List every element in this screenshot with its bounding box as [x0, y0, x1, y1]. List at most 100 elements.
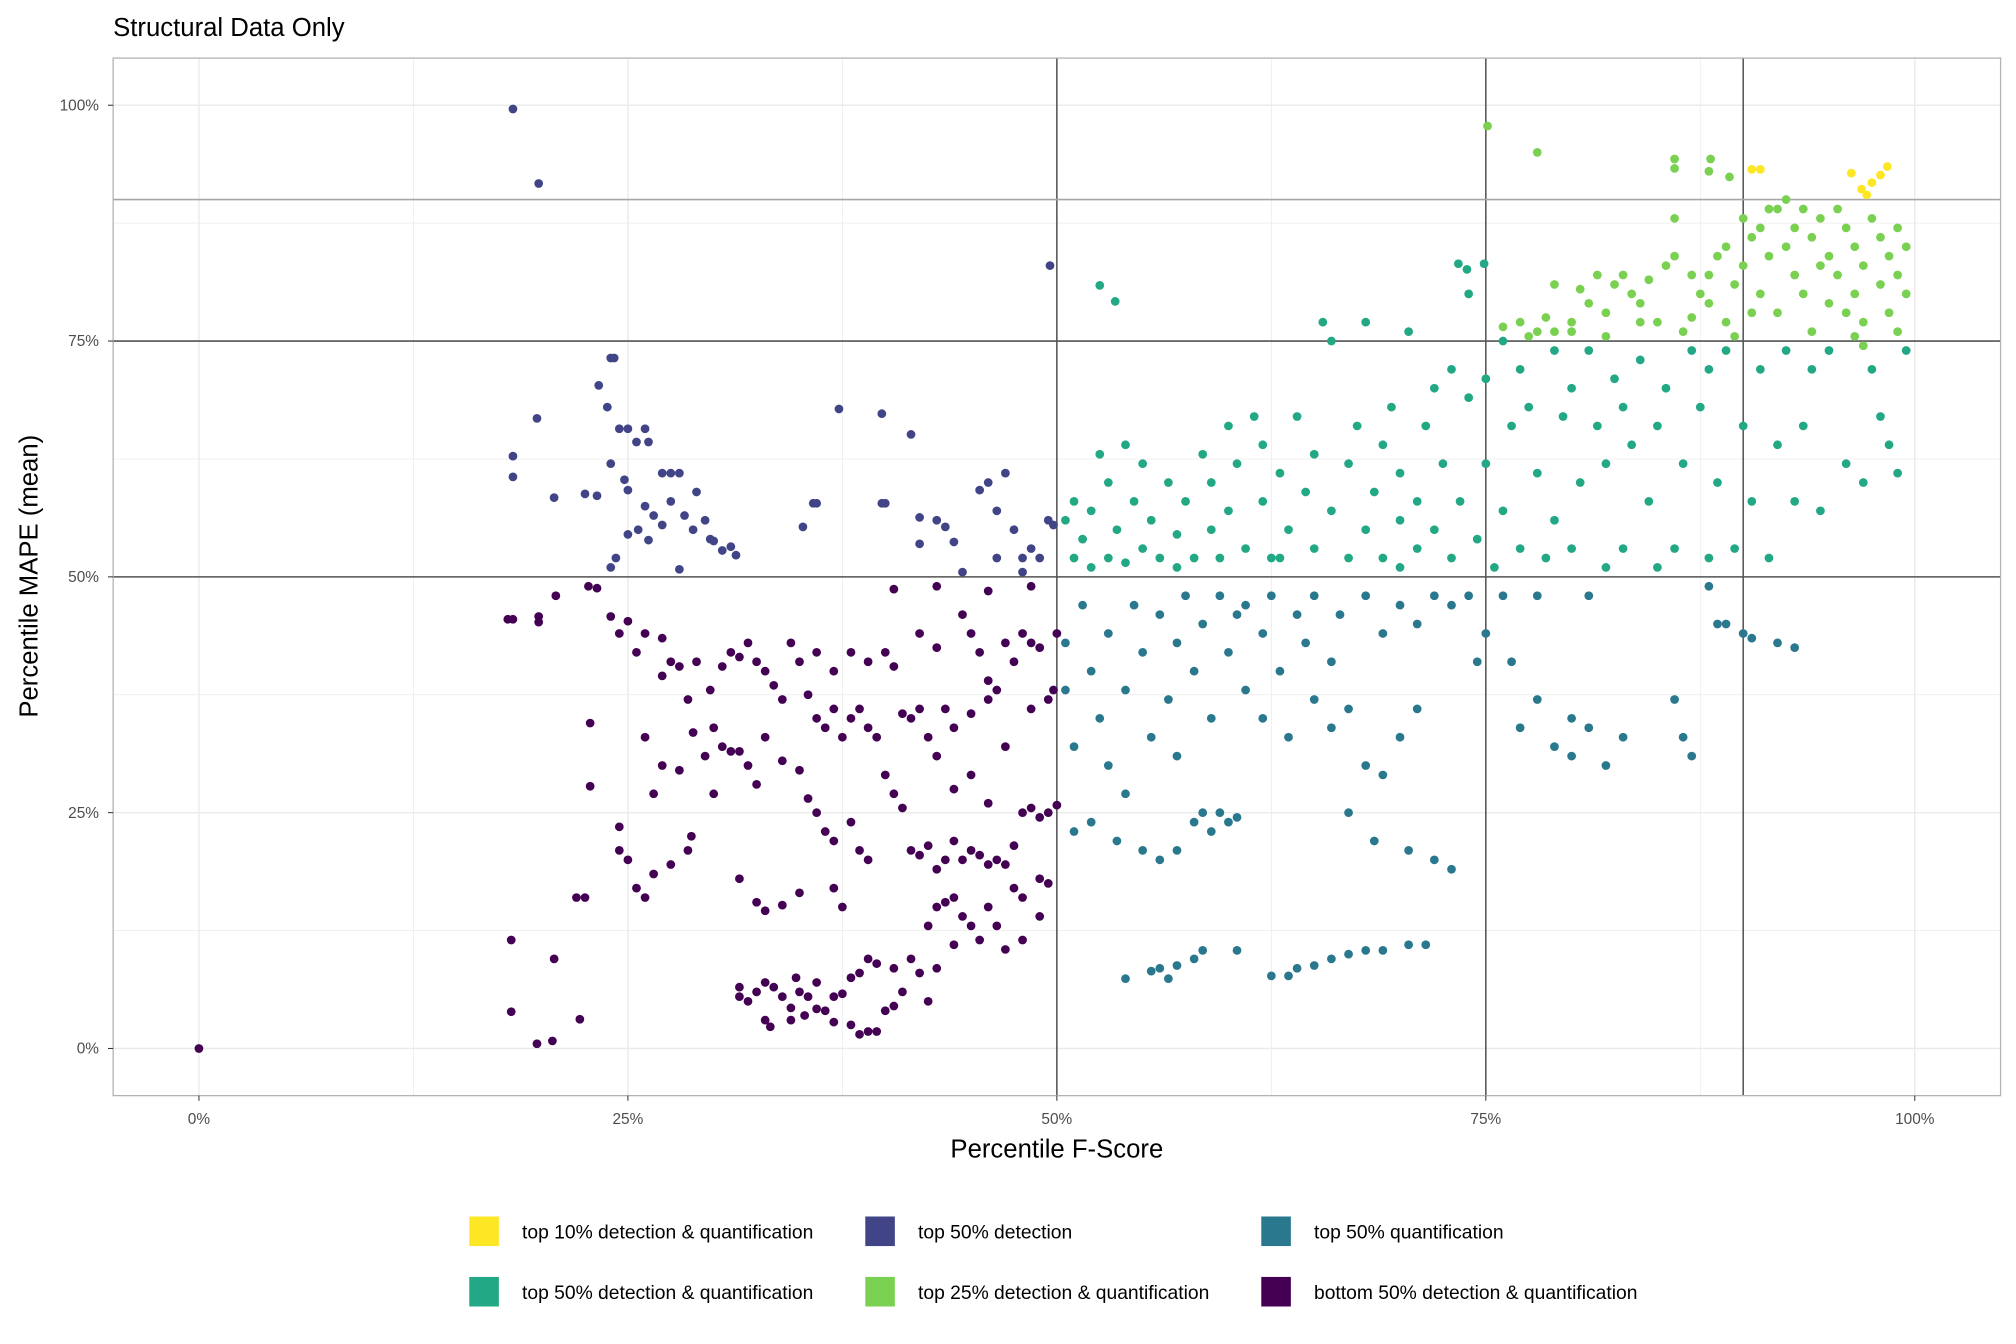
data-point — [632, 437, 641, 447]
data-point — [1095, 713, 1105, 723]
data-point — [1001, 468, 1010, 478]
data-point — [1378, 770, 1388, 780]
data-point — [1009, 525, 1019, 535]
reference-lines — [113, 58, 2001, 1096]
data-point — [534, 179, 544, 188]
data-point — [898, 709, 907, 718]
data-point — [1567, 317, 1576, 327]
data-point — [1857, 184, 1866, 194]
data-point — [1258, 629, 1268, 638]
data-point — [1453, 259, 1463, 269]
x-tick-label: 75% — [1470, 1111, 1501, 1128]
data-point — [532, 414, 542, 423]
data-point — [958, 855, 967, 865]
data-point — [838, 989, 847, 999]
data-point — [872, 1027, 882, 1036]
data-point — [735, 982, 744, 992]
data-point — [786, 1015, 796, 1025]
data-point — [1138, 846, 1148, 855]
data-point — [1146, 732, 1156, 742]
data-point — [1481, 459, 1491, 469]
data-point — [1241, 685, 1250, 695]
data-point — [632, 883, 641, 893]
data-point — [1858, 341, 1868, 351]
data-point — [1327, 506, 1336, 516]
data-point — [1773, 308, 1782, 318]
data-point — [1215, 553, 1225, 563]
data-point — [1189, 553, 1199, 563]
data-point — [1344, 704, 1353, 714]
data-point — [1550, 346, 1559, 355]
data-point — [1121, 558, 1130, 568]
data-point — [1129, 497, 1139, 506]
data-point — [1404, 940, 1413, 950]
data-point — [915, 539, 924, 549]
data-point — [975, 647, 985, 657]
data-point — [1275, 553, 1285, 563]
data-point — [1833, 204, 1842, 214]
data-point — [1284, 525, 1293, 535]
data-point — [551, 591, 561, 601]
data-point — [1138, 647, 1148, 657]
data-point — [1215, 808, 1225, 818]
legend-label: top 50% detection — [918, 1222, 1072, 1243]
series-3 — [1061, 259, 1911, 572]
data-point — [1172, 846, 1182, 855]
data-point — [1816, 214, 1825, 223]
data-point — [1086, 506, 1096, 516]
data-point — [1653, 563, 1662, 572]
data-point — [575, 1014, 585, 1024]
data-point — [1009, 883, 1019, 893]
data-point — [1232, 946, 1242, 955]
data-point — [717, 546, 727, 555]
data-points — [194, 104, 1911, 1053]
data-point — [1078, 534, 1087, 544]
data-point — [1858, 317, 1868, 327]
data-point — [1532, 591, 1542, 601]
data-point — [949, 723, 959, 733]
data-point — [194, 1044, 204, 1053]
data-point — [752, 897, 761, 907]
data-point — [620, 475, 629, 485]
data-point — [760, 1015, 770, 1025]
data-point — [752, 987, 761, 997]
data-point — [1730, 331, 1739, 341]
data-point — [1001, 742, 1010, 752]
data-point — [508, 451, 518, 461]
data-point — [1045, 261, 1055, 270]
data-point — [1747, 165, 1757, 174]
data-point — [983, 695, 993, 704]
data-point — [803, 794, 813, 803]
data-point — [1455, 497, 1465, 506]
data-point — [606, 459, 616, 469]
data-point — [829, 836, 839, 846]
data-point — [1627, 289, 1637, 299]
data-point — [1610, 280, 1619, 289]
data-point — [1361, 946, 1371, 955]
data-point — [1893, 468, 1902, 478]
x-tick-label: 25% — [612, 1111, 643, 1128]
data-point — [1773, 638, 1782, 648]
data-point — [1369, 836, 1379, 846]
series-5 — [1747, 162, 1892, 200]
data-point — [992, 506, 1002, 516]
data-point — [795, 987, 804, 997]
data-point — [1635, 317, 1645, 327]
data-point — [855, 1029, 864, 1039]
data-point — [992, 685, 1002, 695]
data-point — [812, 713, 822, 723]
data-point — [1121, 789, 1130, 799]
data-point — [872, 732, 882, 742]
data-point — [623, 616, 633, 626]
data-point — [1479, 259, 1489, 269]
x-tick-label: 100% — [1895, 1111, 1935, 1128]
data-point — [675, 662, 684, 671]
data-point — [795, 765, 804, 775]
data-point — [1069, 742, 1079, 752]
data-point — [1798, 421, 1808, 431]
data-point — [923, 841, 933, 851]
series-4 — [1483, 121, 1911, 351]
data-point — [602, 402, 612, 412]
data-point — [1876, 280, 1885, 289]
